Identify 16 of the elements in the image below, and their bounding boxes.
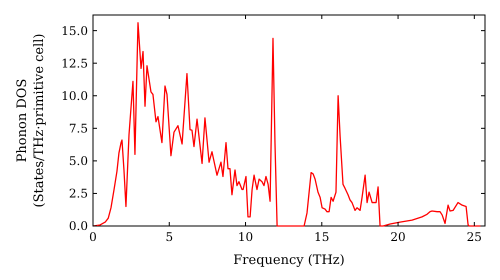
y-tick-label: 5.0 [68,154,88,168]
x-tick-label: 15 [314,230,330,244]
x-tick-label: 10 [238,230,254,244]
y-tick-label: 7.5 [68,122,88,136]
y-tick-label: 12.5 [61,56,88,70]
x-tick-label: 20 [390,230,406,244]
line-series [92,22,482,227]
y-tick-label: 10.0 [61,88,88,103]
y-axis-title: Phonon DOS (States/THz·primitive cell) [15,33,47,208]
x-tick-label: 25 [466,230,482,244]
y-tick-label: 2.5 [68,186,88,201]
x-tick-label: 0 [89,230,97,244]
y-tick-label: 0.0 [68,219,88,234]
x-axis-title: Frequency (THz) [233,253,345,268]
y-tick-label: 15.0 [61,24,88,38]
x-tick-label: 5 [165,230,174,244]
